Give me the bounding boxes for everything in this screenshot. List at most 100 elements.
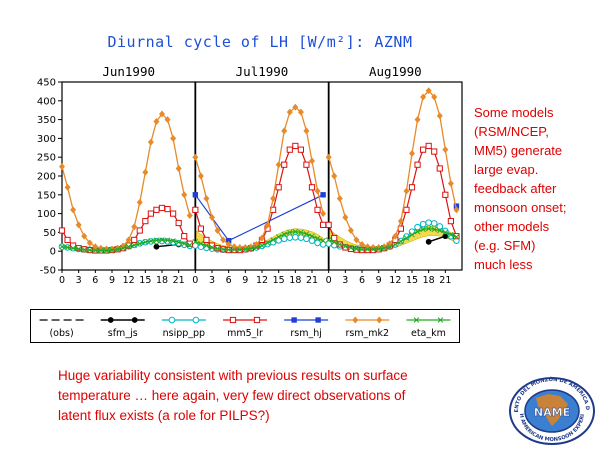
x-tick-label: 21 <box>306 275 318 286</box>
series-point <box>136 198 143 206</box>
series-point <box>314 206 321 213</box>
series-point <box>107 317 114 323</box>
series-point <box>320 210 327 218</box>
series-point <box>352 316 359 324</box>
series-point <box>253 244 260 251</box>
series-point <box>342 213 349 221</box>
series-point <box>370 246 376 253</box>
axes-layer <box>58 81 463 273</box>
series-point <box>248 245 254 252</box>
series-point <box>437 227 443 234</box>
series-point <box>359 246 365 253</box>
series-point <box>131 223 138 231</box>
series-point <box>168 316 176 324</box>
x-tick-label: 0 <box>326 275 332 286</box>
series-point <box>181 240 187 247</box>
series-point <box>387 243 393 250</box>
side-annotation-line: much less <box>474 257 533 272</box>
series-point <box>147 138 154 146</box>
series-point <box>203 195 210 203</box>
x-tick-label: 18 <box>289 275 301 286</box>
series-point <box>197 225 204 232</box>
series-point <box>392 232 399 240</box>
bottom-annotation-line: Huge variability consistent with previou… <box>58 368 408 383</box>
series-point <box>270 237 276 243</box>
series-point <box>59 243 65 250</box>
series-point <box>192 192 199 198</box>
series-point <box>92 243 99 251</box>
series-point <box>292 233 299 241</box>
side-annotation-line: Some models <box>474 105 554 120</box>
series-point <box>303 235 310 243</box>
x-tick-label: 0 <box>59 275 65 286</box>
series-point <box>98 247 104 254</box>
legend-label: rsm_mk2 <box>345 328 389 339</box>
series-point <box>275 234 282 240</box>
side-annotation-line: monsoon onset; <box>474 200 567 215</box>
series-point <box>342 243 349 250</box>
x-tick-label: 21 <box>173 275 185 286</box>
y-tick-label: 0 <box>50 247 56 258</box>
x-tick-label: 6 <box>359 275 365 286</box>
series-point <box>214 245 221 252</box>
series-point <box>125 236 132 244</box>
series-point <box>175 219 182 227</box>
series-point <box>153 206 160 213</box>
series-point <box>291 317 297 323</box>
series-line <box>61 239 190 252</box>
y-tick-label: 400 <box>37 96 56 107</box>
series-point <box>158 237 166 245</box>
series-point <box>320 237 326 244</box>
series-point <box>336 195 343 203</box>
series-point <box>220 246 226 253</box>
series-point <box>209 244 215 251</box>
series-line <box>61 112 191 250</box>
series-point <box>264 221 271 229</box>
series-point <box>325 237 332 243</box>
series-point <box>320 221 327 228</box>
side-annotation-line: feedback after <box>474 181 557 196</box>
panel-title: Jun1990 <box>102 64 155 79</box>
series-point <box>297 108 304 116</box>
y-tick-label: 300 <box>37 134 56 145</box>
series-point <box>131 242 137 248</box>
series-point <box>192 316 200 324</box>
series-point <box>259 234 265 242</box>
series-point <box>159 237 165 243</box>
series-point <box>192 153 199 161</box>
series-point <box>231 246 237 253</box>
legend-label: rsm_hj <box>290 328 322 339</box>
series-point <box>286 234 294 241</box>
x-tick-label: 9 <box>376 275 382 286</box>
series-rsm_hj <box>192 192 460 244</box>
series-point <box>286 146 293 153</box>
legend-label: sfm_js <box>108 328 138 339</box>
series-point <box>281 127 288 135</box>
series-point <box>70 206 77 214</box>
series-point <box>376 316 383 324</box>
series-point <box>314 235 321 242</box>
series-point <box>331 239 337 245</box>
series-point <box>147 210 154 217</box>
series-point <box>286 108 293 116</box>
series-point <box>259 242 265 249</box>
series-point <box>281 161 288 168</box>
series-point <box>242 246 249 253</box>
x-tick-label: 3 <box>76 275 82 286</box>
series-point <box>425 87 432 95</box>
series-rsm_mk2 <box>59 87 460 253</box>
series-point <box>314 187 321 195</box>
legend-label: eta_km <box>411 328 446 339</box>
logo-wordmark: NAME <box>534 406 570 419</box>
series-point <box>81 246 87 253</box>
series-point <box>170 238 176 244</box>
series-line <box>428 235 446 243</box>
series-mm5_lr <box>58 142 460 254</box>
x-tick-label: 12 <box>123 275 135 286</box>
series-point <box>137 240 143 247</box>
series-point <box>436 165 443 172</box>
series-point <box>198 240 204 247</box>
bottom-annotation: Huge variability consistent with previou… <box>58 366 518 426</box>
x-tick-label: 3 <box>342 275 348 286</box>
series-point <box>125 243 132 250</box>
